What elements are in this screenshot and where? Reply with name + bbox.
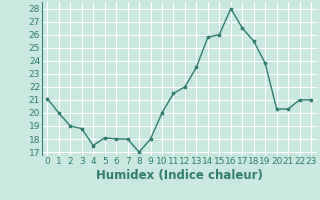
X-axis label: Humidex (Indice chaleur): Humidex (Indice chaleur)	[96, 169, 263, 182]
